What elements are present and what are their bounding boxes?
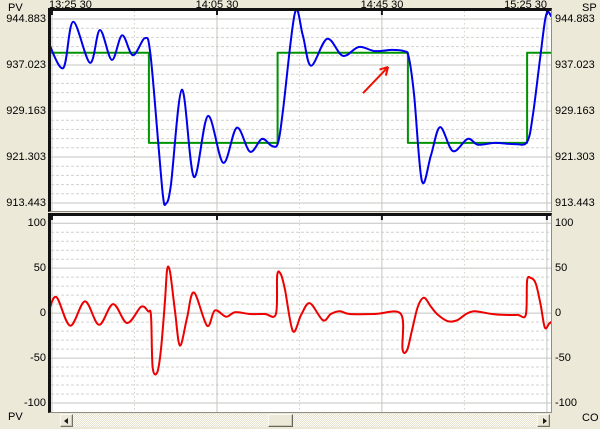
co-trend-plot bbox=[48, 213, 552, 413]
y-tick-label: 921.303 bbox=[6, 151, 46, 163]
y-tick-label: 944.883 bbox=[555, 13, 595, 25]
y-tick-label: 913.443 bbox=[555, 197, 595, 209]
y-tick-label: 929.163 bbox=[6, 105, 46, 117]
time-tick-label: 14:45 30 bbox=[360, 0, 404, 11]
y-tick-label: 50 bbox=[555, 262, 568, 274]
pv-sp-trend-plot bbox=[48, 8, 552, 212]
y-tick-label: 944.883 bbox=[6, 13, 46, 25]
time-tick-label: 13:25 30 bbox=[49, 0, 92, 11]
y-tick-label: 921.303 bbox=[555, 151, 595, 163]
y-tick-label: -50 bbox=[555, 352, 571, 364]
time-scrollbar[interactable] bbox=[60, 414, 550, 427]
co-axis-label-bottom: CO bbox=[582, 412, 599, 424]
pv-curve bbox=[51, 11, 551, 206]
time-tick-label: 15:25 30 bbox=[504, 0, 547, 11]
scrollbar-right-arrow-button[interactable] bbox=[537, 414, 550, 427]
scrollbar-track[interactable] bbox=[73, 414, 537, 427]
sp-axis-label-top: SP bbox=[582, 2, 597, 14]
y-tick-label: 937.023 bbox=[6, 59, 46, 71]
time-tick-label: 14:05 30 bbox=[195, 0, 239, 11]
pv-sp-plot-svg bbox=[51, 11, 551, 211]
scrollbar-left-arrow-button[interactable] bbox=[60, 414, 73, 427]
y-tick-label: 913.443 bbox=[6, 197, 46, 209]
co-curve bbox=[51, 265, 551, 376]
y-tick-label: 0 bbox=[555, 307, 562, 319]
y-tick-label: -100 bbox=[555, 397, 578, 409]
time-axis: 13:25 30 14:05 30 14:45 30 15:25 30 bbox=[0, 0, 600, 12]
co-plot-svg bbox=[51, 216, 551, 412]
annotation-arrow bbox=[362, 65, 390, 94]
y-tick-label: 50 bbox=[33, 262, 46, 274]
y-tick-label: 937.023 bbox=[555, 59, 595, 71]
right-arrow-icon bbox=[543, 418, 547, 424]
y-tick-label: -100 bbox=[23, 397, 46, 409]
pv-axis-label-bottom: PV bbox=[8, 411, 23, 423]
y-tick-label: -50 bbox=[30, 352, 46, 364]
scrollbar-thumb[interactable] bbox=[268, 414, 293, 427]
pv-axis-label-top: PV bbox=[8, 2, 23, 14]
y-tick-label: 100 bbox=[27, 217, 46, 229]
y-tick-label: 100 bbox=[555, 217, 574, 229]
sp-curve bbox=[51, 51, 551, 144]
left-arrow-icon bbox=[64, 418, 68, 424]
y-tick-label: 0 bbox=[39, 307, 46, 319]
y-tick-label: 929.163 bbox=[555, 105, 595, 117]
